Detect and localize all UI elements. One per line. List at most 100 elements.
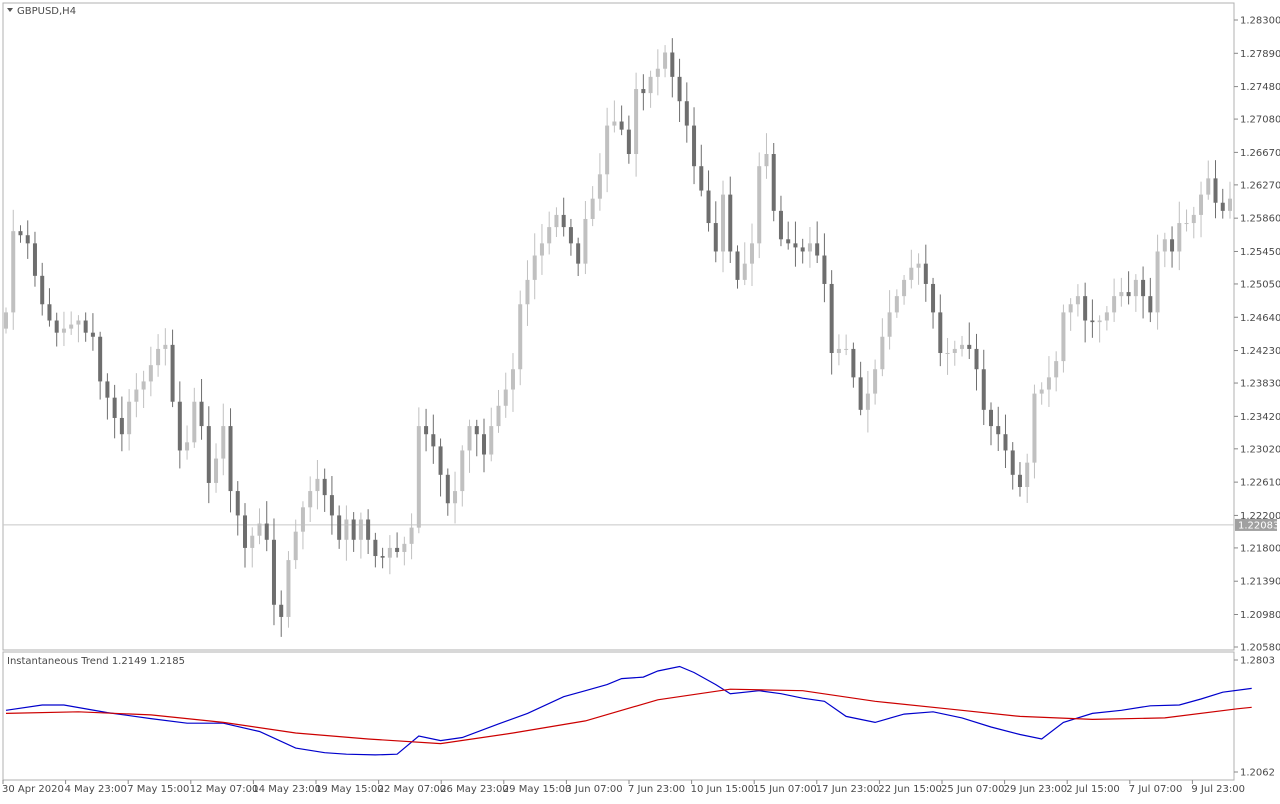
candle (699, 144, 704, 197)
candle-body (467, 426, 472, 451)
candle-body (692, 125, 697, 167)
current-price-label: 1.22083 (1238, 520, 1279, 531)
candle (467, 419, 472, 473)
candle-body (98, 336, 103, 382)
candle-body (1083, 296, 1088, 321)
candle (1191, 206, 1196, 239)
candle (279, 590, 284, 637)
candle (1228, 181, 1232, 219)
candle-body (902, 279, 907, 297)
candle-body (380, 556, 385, 558)
candle-body (1199, 194, 1204, 215)
candle (387, 535, 392, 575)
candle (1133, 274, 1138, 312)
time-tick-label: 2 Jul 15:00 (1066, 784, 1120, 795)
price-tick-label: 1.21800 (1240, 543, 1280, 554)
candle-body (960, 344, 965, 349)
candle-body (1184, 223, 1189, 225)
candle-body (329, 495, 334, 516)
candle (844, 334, 849, 356)
candle (257, 508, 262, 545)
candle (366, 509, 371, 555)
candle-body (1141, 279, 1146, 297)
time-tick-label: 26 May 23:00 (440, 784, 509, 795)
candle (416, 407, 421, 534)
candle-body (931, 283, 936, 313)
candle-body (127, 401, 132, 435)
candle (308, 476, 313, 522)
candle-body (945, 352, 950, 354)
candle (1119, 277, 1124, 307)
candle (713, 201, 718, 263)
candle (865, 370, 870, 433)
symbol-label[interactable]: GBPUSD,H4 (17, 6, 76, 17)
candle (344, 505, 349, 561)
candle (873, 359, 878, 405)
candle (786, 221, 791, 250)
candle-body (141, 381, 146, 390)
candle (1046, 356, 1051, 407)
candle-body (749, 243, 754, 264)
candle-body (793, 243, 798, 248)
candles-group (4, 38, 1232, 637)
candle-body (800, 247, 805, 252)
time-tick-label: 9 Jul 23:00 (1191, 784, 1245, 795)
candle-body (974, 348, 979, 370)
candle-body (525, 279, 530, 305)
candle (677, 58, 682, 123)
time-tick-label: 7 Jul 07:00 (1129, 784, 1183, 795)
candle (597, 153, 602, 211)
candle (829, 270, 834, 375)
candle-body (315, 478, 320, 492)
candle (177, 381, 182, 469)
candle (771, 142, 776, 222)
candle (329, 476, 334, 535)
candle (988, 402, 993, 446)
candle (605, 107, 610, 193)
candle (670, 38, 675, 98)
candle-body (90, 332, 95, 337)
candle-body (32, 243, 37, 276)
candle (815, 221, 820, 264)
symbol-dropdown-icon[interactable] (7, 8, 13, 12)
candle (1220, 188, 1225, 219)
symbol-label-group[interactable]: GBPUSD,H4 (7, 6, 76, 17)
candle-body (1054, 361, 1059, 378)
price-tick-label: 1.22610 (1240, 478, 1280, 489)
candle (532, 233, 537, 300)
candle (518, 290, 523, 386)
candle-body (489, 426, 494, 455)
candle (54, 312, 59, 347)
candle-body (634, 89, 639, 155)
candle (156, 334, 161, 377)
candle-body (387, 547, 392, 558)
candle (902, 275, 907, 305)
candle (1061, 304, 1066, 373)
candle-body (518, 304, 523, 370)
candle (98, 331, 103, 400)
candle-body (337, 515, 342, 540)
candle (192, 387, 197, 448)
candle-body (76, 320, 81, 325)
candle-body (1061, 312, 1066, 362)
candle-body (1039, 389, 1044, 394)
candle (358, 512, 363, 559)
candle-body (576, 243, 581, 264)
time-tick-label: 22 May 07:00 (378, 784, 447, 795)
time-tick-label: 10 Jun 15:00 (691, 784, 755, 795)
candle (880, 318, 885, 377)
candle (1199, 181, 1204, 238)
candle (431, 414, 436, 464)
candle (1083, 282, 1088, 343)
candle-body (1177, 223, 1182, 252)
candle (322, 468, 327, 512)
candle (293, 519, 298, 569)
candle (626, 115, 631, 164)
time-tick-label: 7 Jun 23:00 (628, 784, 685, 795)
candle (583, 200, 588, 275)
indicator-axis: 1.2803 1.2062 (1234, 656, 1275, 779)
candle-body (156, 348, 161, 366)
price-tick-label: 1.27480 (1240, 82, 1280, 93)
candle (590, 186, 595, 227)
